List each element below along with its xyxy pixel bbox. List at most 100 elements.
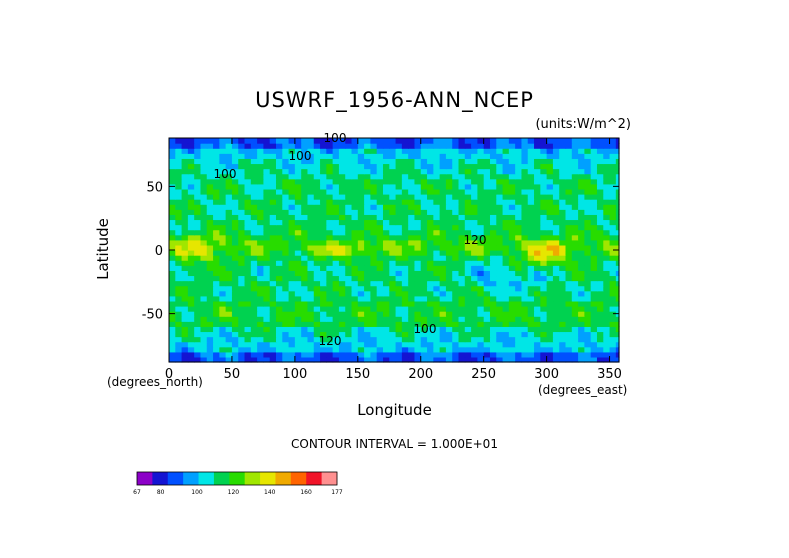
heatmap-cell	[508, 224, 516, 231]
heatmap-cell	[250, 270, 258, 277]
heatmap-cell	[408, 270, 416, 277]
heatmap-cell	[609, 224, 617, 231]
heatmap-cell	[552, 219, 560, 226]
heatmap-cell	[313, 234, 321, 241]
heatmap-cell	[445, 244, 453, 251]
heatmap-cell	[489, 300, 497, 307]
heatmap-cell	[263, 280, 271, 287]
heatmap-cell	[357, 275, 365, 282]
heatmap-cell	[590, 143, 598, 149]
heatmap-cell	[521, 209, 529, 215]
heatmap-cell	[590, 326, 598, 333]
heatmap-cell	[508, 214, 516, 221]
heatmap-cell	[496, 255, 504, 261]
colorbar-swatch	[198, 472, 215, 485]
heatmap-cell	[439, 163, 447, 170]
heatmap-cell	[282, 234, 290, 241]
heatmap-cell	[483, 351, 491, 358]
heatmap-cell	[382, 346, 390, 353]
heatmap-cell	[320, 311, 327, 317]
heatmap-cell	[320, 204, 327, 210]
heatmap-cell	[389, 163, 397, 170]
heatmap-cell	[200, 250, 208, 256]
heatmap-cell	[427, 311, 434, 317]
heatmap-cell	[427, 341, 434, 348]
heatmap-cell	[477, 199, 485, 205]
heatmap-cell	[464, 306, 472, 312]
heatmap-cell	[395, 290, 403, 297]
heatmap-cell	[596, 178, 604, 185]
heatmap-cell	[288, 219, 296, 226]
heatmap-cell	[596, 275, 604, 282]
heatmap-cell	[603, 204, 611, 210]
heatmap-cell	[244, 260, 252, 266]
heatmap-cell	[521, 168, 529, 175]
heatmap-cell	[483, 244, 491, 251]
heatmap-cell	[225, 229, 233, 236]
heatmap-cell	[552, 244, 560, 251]
heatmap-cell	[244, 214, 252, 221]
heatmap-cell	[477, 204, 485, 210]
heatmap-cell	[615, 260, 620, 266]
heatmap-cell	[250, 336, 258, 343]
heatmap-cell	[552, 250, 560, 256]
heatmap-cell	[401, 260, 409, 266]
heatmap-cell	[458, 224, 466, 231]
heatmap-cell	[332, 199, 340, 205]
heatmap-cell	[483, 178, 491, 185]
heatmap-cell	[414, 341, 422, 348]
heatmap-cell	[282, 295, 290, 302]
heatmap-cell	[338, 290, 346, 297]
heatmap-cell	[458, 295, 466, 302]
heatmap-cell	[615, 270, 620, 277]
heatmap-cell	[231, 311, 239, 317]
heatmap-cell	[439, 173, 447, 180]
heatmap-cell	[433, 346, 441, 353]
heatmap-cell	[477, 153, 485, 159]
heatmap-cell	[427, 326, 434, 333]
heatmap-cell	[427, 306, 434, 312]
heatmap-cell	[496, 356, 504, 363]
heatmap-cell	[332, 163, 340, 170]
heatmap-cell	[213, 153, 220, 159]
heatmap-cell	[187, 163, 195, 170]
heatmap-cell	[187, 306, 195, 312]
heatmap-cell	[477, 224, 485, 231]
heatmap-cell	[181, 295, 189, 302]
heatmap-cell	[502, 153, 510, 159]
heatmap-cell	[471, 275, 478, 282]
heatmap-cell	[382, 265, 390, 271]
heatmap-cell	[515, 300, 523, 307]
heatmap-cell	[370, 183, 378, 190]
heatmap-cell	[508, 194, 516, 200]
heatmap-cell	[401, 326, 409, 333]
heatmap-cell	[231, 229, 239, 236]
heatmap-cell	[213, 250, 220, 256]
heatmap-cell	[288, 356, 296, 363]
heatmap-cell	[464, 300, 472, 307]
heatmap-cell	[263, 224, 271, 231]
heatmap-cell	[445, 250, 453, 256]
heatmap-cell	[194, 188, 202, 195]
heatmap-cell	[200, 219, 208, 226]
heatmap-cell	[584, 224, 592, 231]
heatmap-cell	[275, 295, 283, 302]
heatmap-cell	[615, 214, 620, 221]
heatmap-cell	[565, 295, 573, 302]
heatmap-cell	[269, 234, 277, 241]
heatmap-cell	[414, 290, 422, 297]
heatmap-cell	[282, 290, 290, 297]
heatmap-cell	[351, 178, 359, 185]
heatmap-cell	[301, 178, 309, 185]
heatmap-cell	[282, 183, 290, 190]
heatmap-cell	[357, 178, 365, 185]
heatmap-cell	[364, 255, 371, 261]
heatmap-cell	[427, 250, 434, 256]
heatmap-cell	[219, 290, 227, 297]
heatmap-cell	[213, 178, 220, 185]
heatmap-cell	[401, 255, 409, 261]
heatmap-cell	[275, 153, 283, 159]
heatmap-cell	[244, 336, 252, 343]
heatmap-cell	[351, 250, 359, 256]
heatmap-cell	[471, 234, 478, 241]
